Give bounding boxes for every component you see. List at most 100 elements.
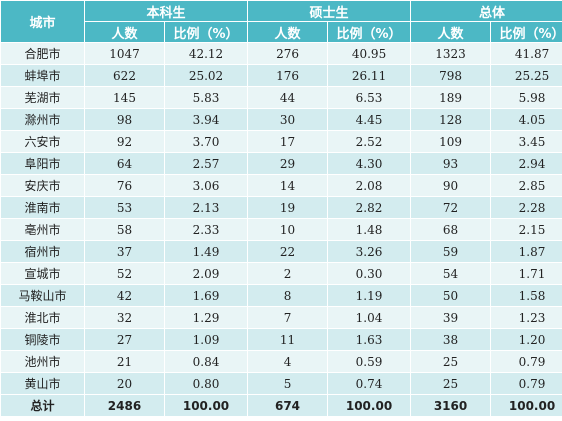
overall-count-cell: 1323 [410,42,492,65]
undergrad-ratio-cell: 1.29 [163,306,249,329]
table-row: 马鞍山市 42 1.69 8 1.19 50 1.58 [0,284,562,307]
table-row: 淮南市 53 2.13 19 2.82 72 2.28 [0,196,562,219]
undergrad-count-cell: 53 [84,196,165,219]
undergrad-ratio-cell: 0.84 [163,350,249,373]
undergrad-ratio-cell: 1.09 [163,328,249,351]
undergrad-count-cell: 32 [84,306,165,329]
master-count-cell: 19 [247,196,329,219]
city-cell: 安庆市 [0,174,85,197]
undergrad-ratio-cell: 3.94 [163,108,249,131]
undergrad-ratio-cell: 1.69 [163,284,249,307]
overall-count-cell: 93 [410,152,492,175]
overall-ratio-cell: 1.87 [490,240,562,263]
master-count-cell: 11 [247,328,329,351]
header-count: 人数 [247,21,329,43]
city-cell: 池州市 [0,350,85,373]
overall-ratio-cell: 0.79 [490,350,562,373]
table-row: 六安市 92 3.70 17 2.52 109 3.45 [0,130,562,153]
master-ratio-cell: 0.59 [327,350,412,373]
total-undergrad-count-cell: 2486 [84,394,165,417]
master-count-cell: 14 [247,174,329,197]
header-row-groups: 城市 本科生 硕士生 总体 [0,0,562,43]
city-cell: 合肥市 [0,42,85,65]
undergrad-ratio-cell: 3.06 [163,174,249,197]
overall-count-cell: 189 [410,86,492,109]
overall-count-cell: 68 [410,218,492,241]
undergrad-count-cell: 58 [84,218,165,241]
city-cell: 淮南市 [0,196,85,219]
total-master-ratio-cell: 100.00 [327,394,412,417]
master-count-cell: 2 [247,262,329,285]
master-ratio-cell: 4.45 [327,108,412,131]
master-ratio-cell: 26.11 [327,64,412,87]
header-ratio: 比例（%） [163,21,249,43]
master-count-cell: 22 [247,240,329,263]
undergrad-count-cell: 145 [84,86,165,109]
overall-count-cell: 109 [410,130,492,153]
overall-ratio-cell: 1.58 [490,284,562,307]
overall-count-cell: 38 [410,328,492,351]
master-count-cell: 4 [247,350,329,373]
city-cell: 铜陵市 [0,328,85,351]
city-cell: 蚌埠市 [0,64,85,87]
overall-count-cell: 39 [410,306,492,329]
master-count-cell: 8 [247,284,329,307]
header-count: 人数 [84,21,165,43]
undergrad-count-cell: 622 [84,64,165,87]
master-count-cell: 29 [247,152,329,175]
overall-ratio-cell: 25.25 [490,64,562,87]
overall-ratio-cell: 5.98 [490,86,562,109]
undergrad-ratio-cell: 1.49 [163,240,249,263]
table-row: 宣城市 52 2.09 2 0.30 54 1.71 [0,262,562,285]
overall-count-cell: 25 [410,350,492,373]
header-ratio: 比例（%） [327,21,412,43]
undergrad-ratio-cell: 2.13 [163,196,249,219]
master-count-cell: 44 [247,86,329,109]
city-cell: 淮北市 [0,306,85,329]
master-count-cell: 276 [247,42,329,65]
city-cell: 亳州市 [0,218,85,241]
undergrad-count-cell: 27 [84,328,165,351]
master-ratio-cell: 2.08 [327,174,412,197]
undergrad-ratio-cell: 2.09 [163,262,249,285]
city-cell: 滁州市 [0,108,85,131]
city-cell: 宿州市 [0,240,85,263]
undergrad-ratio-cell: 2.57 [163,152,249,175]
overall-ratio-cell: 3.45 [490,130,562,153]
overall-ratio-cell: 1.23 [490,306,562,329]
overall-ratio-cell: 2.28 [490,196,562,219]
overall-count-cell: 72 [410,196,492,219]
undergrad-count-cell: 1047 [84,42,165,65]
undergrad-count-cell: 98 [84,108,165,131]
table-row: 亳州市 58 2.33 10 1.48 68 2.15 [0,218,562,241]
table-row: 芜湖市 145 5.83 44 6.53 189 5.98 [0,86,562,109]
overall-count-cell: 59 [410,240,492,263]
master-ratio-cell: 1.48 [327,218,412,241]
master-ratio-cell: 6.53 [327,86,412,109]
undergrad-count-cell: 52 [84,262,165,285]
total-overall-count-cell: 3160 [410,394,492,417]
table-row: 黄山市 20 0.80 5 0.74 25 0.79 [0,372,562,395]
header-group-undergrad: 本科生 [83,0,249,22]
total-row: 总计 2486 100.00 674 100.00 3160 100.00 [0,394,562,417]
total-overall-ratio-cell: 100.00 [490,394,562,417]
header-group-master: 硕士生 [247,0,412,22]
header-row-metrics: 人数 比例（%） 人数 比例（%） 人数 比例（%） [1,21,562,43]
table-row: 阜阳市 64 2.57 29 4.30 93 2.94 [0,152,562,175]
table-row: 池州市 21 0.84 4 0.59 25 0.79 [0,350,562,373]
master-count-cell: 30 [247,108,329,131]
undergrad-count-cell: 20 [84,372,165,395]
master-count-cell: 5 [247,372,329,395]
undergrad-ratio-cell: 0.80 [163,372,249,395]
overall-ratio-cell: 1.20 [490,328,562,351]
header-ratio: 比例（%） [490,21,562,43]
overall-count-cell: 128 [410,108,492,131]
master-ratio-cell: 3.26 [327,240,412,263]
total-city-cell: 总计 [0,394,85,417]
city-cell: 六安市 [0,130,85,153]
undergrad-count-cell: 21 [84,350,165,373]
header-city: 城市 [0,0,85,43]
overall-count-cell: 90 [410,174,492,197]
overall-ratio-cell: 1.71 [490,262,562,285]
